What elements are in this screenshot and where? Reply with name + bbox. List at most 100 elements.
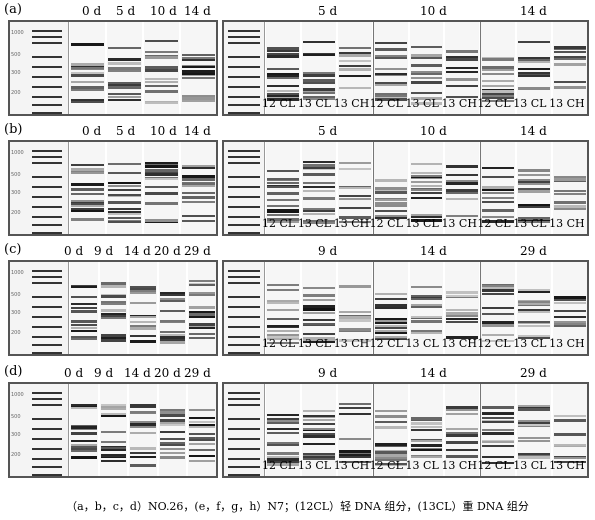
gel-band <box>145 168 178 172</box>
gel-band <box>374 73 407 76</box>
gel-band <box>71 203 104 206</box>
gel-band <box>410 421 443 425</box>
gel-band <box>145 170 178 174</box>
gel-band <box>159 451 186 454</box>
gel-band <box>267 211 299 214</box>
gel-band <box>338 162 371 164</box>
ladder-band <box>228 326 260 328</box>
gel-band <box>100 293 127 296</box>
gel-lane <box>301 384 336 476</box>
gel-lane <box>409 384 444 476</box>
gel-band <box>482 324 515 328</box>
gel-band <box>338 67 371 71</box>
right-day-header: 9 d <box>318 366 338 380</box>
gel-lane <box>337 262 372 354</box>
left-day-header: 0 d <box>64 366 84 380</box>
gel-band <box>71 286 97 289</box>
gel-band <box>518 320 551 323</box>
gel-band <box>338 338 371 342</box>
ladder-band <box>32 112 62 114</box>
left-day-header: 0 d <box>82 124 102 138</box>
gel-band <box>446 311 479 315</box>
gel-band <box>302 79 335 83</box>
gel-band <box>159 309 186 312</box>
gel-band <box>145 40 178 43</box>
ladder-tick-label: 200 <box>11 90 21 96</box>
gel-band <box>338 310 371 313</box>
gel-band <box>267 421 299 424</box>
row-label: (a) <box>4 2 22 17</box>
gel-band <box>482 462 515 465</box>
gel-band <box>145 68 178 71</box>
ladder-band <box>228 206 260 208</box>
gel-band <box>302 311 335 314</box>
ladder-tick-label: 200 <box>11 330 21 336</box>
gel-band <box>159 334 186 338</box>
gel-band <box>159 411 186 415</box>
gel-band <box>374 56 407 59</box>
gel-band <box>518 439 551 442</box>
ladder-band <box>228 232 260 234</box>
gel-band <box>267 169 299 172</box>
gel-band <box>338 437 371 440</box>
gel-band <box>302 212 335 215</box>
gel-band <box>71 188 104 192</box>
gel-band <box>182 56 215 59</box>
ladder-band <box>32 104 62 106</box>
gel-band <box>108 195 141 198</box>
gel-band <box>338 54 371 58</box>
gel-band <box>267 309 299 312</box>
gel-band <box>182 77 215 80</box>
gel-band <box>554 193 586 196</box>
lane-label: 12 CL <box>369 97 403 110</box>
gel-lane <box>107 142 142 234</box>
gel-band <box>145 162 178 165</box>
gel-band <box>338 207 371 210</box>
gel-band <box>482 167 515 170</box>
gel-band <box>554 456 586 459</box>
gel-band <box>482 191 515 194</box>
ladder-band <box>32 216 62 218</box>
gel-band <box>446 77 479 81</box>
gel-band <box>482 432 515 436</box>
gel-band <box>518 421 551 424</box>
gel-band <box>374 335 407 338</box>
gel-band <box>182 97 215 101</box>
gel-band <box>302 161 335 164</box>
gel-band <box>518 68 551 71</box>
gel-band <box>100 446 127 449</box>
gel-band <box>108 181 141 184</box>
right-day-header: 14 d <box>420 366 447 380</box>
gel-band <box>482 321 515 325</box>
gel-band <box>446 198 479 201</box>
gel-band <box>182 94 215 98</box>
gel-band <box>100 302 127 305</box>
gel-band <box>145 221 178 224</box>
gel-band <box>374 298 407 301</box>
ladder-band <box>32 306 62 308</box>
gel-band <box>482 284 515 287</box>
gel-band <box>554 201 586 205</box>
gel-band <box>267 460 299 463</box>
gel-band <box>482 405 515 409</box>
gel-band <box>518 220 551 223</box>
gel-band <box>267 205 299 208</box>
gel-band <box>108 61 141 65</box>
gel-band <box>410 213 443 216</box>
gel-band <box>302 173 335 177</box>
gel-band <box>410 417 443 421</box>
gel-band <box>108 200 141 204</box>
gel-band <box>108 172 141 175</box>
gel-lane <box>553 384 587 476</box>
gel-band <box>374 209 407 212</box>
ladder-band <box>228 176 260 178</box>
gel-band <box>338 453 371 456</box>
left-day-header: 9 d <box>94 366 114 380</box>
gel-band <box>554 86 586 90</box>
left-day-header: 14 d <box>184 124 211 138</box>
ladder-band <box>32 398 62 400</box>
gel-band <box>267 54 299 58</box>
ladder-tick-label: 1000 <box>11 392 24 398</box>
gel-band <box>189 423 215 426</box>
gel-band <box>302 414 335 417</box>
